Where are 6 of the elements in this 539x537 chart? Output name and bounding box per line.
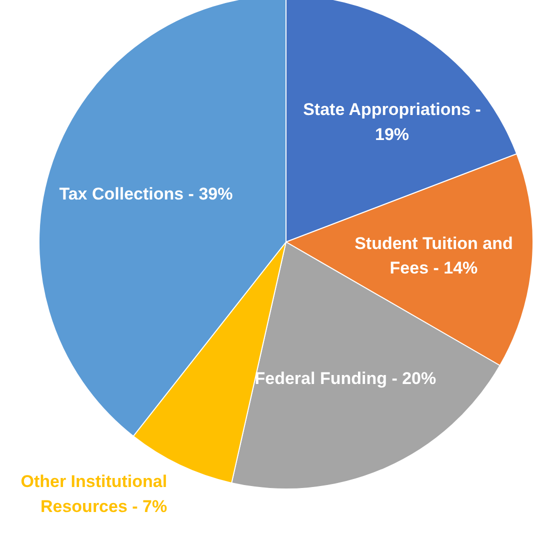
data-label: 19% (375, 124, 410, 144)
slice-label: State Appropriations - (303, 100, 481, 119)
slice-label: Student Tuition and Fees - 14% (354, 234, 513, 278)
slice-label: Tax Collections - 39% (59, 184, 233, 204)
slice-label: Other Institutional Resources - 7% (20, 472, 168, 516)
slice-label: Federal Funding - 20% (254, 368, 436, 388)
